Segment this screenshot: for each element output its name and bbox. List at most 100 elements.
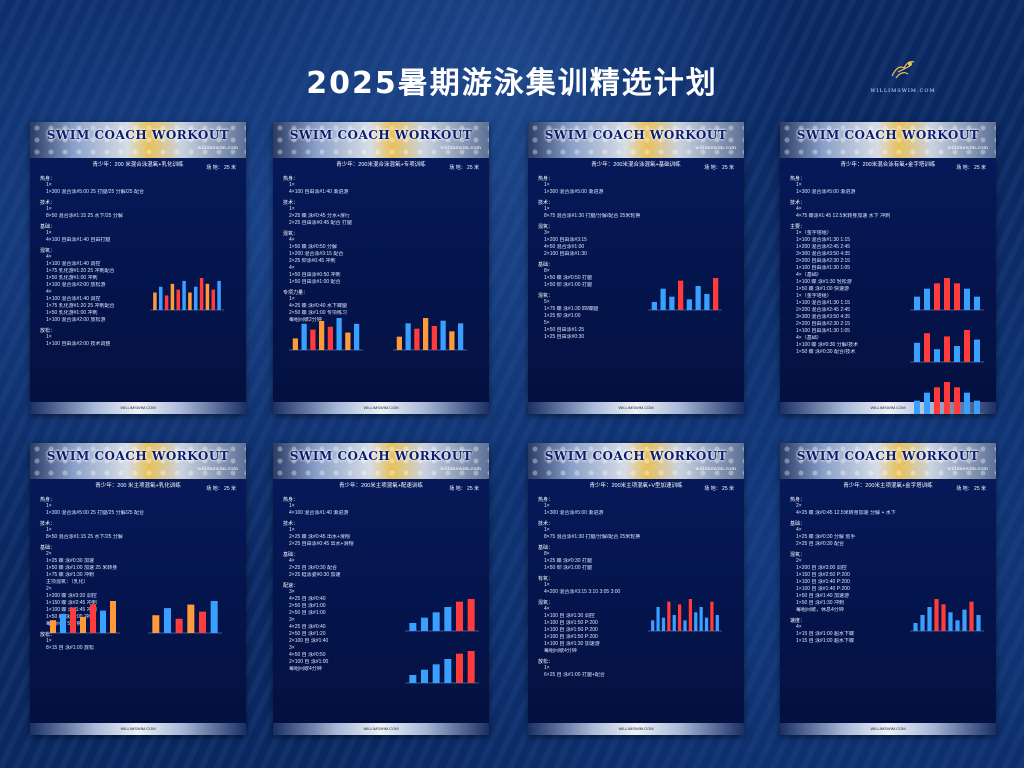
section-heading: 技术：: [538, 200, 554, 206]
workout-line: 1×100 自由泳#2:00 技术调整: [46, 341, 111, 347]
banner-title: SWIM COACH WORKOUT: [544, 449, 728, 463]
workout-line: 1×50 蝶 泳#1:00 加速 25 米转身: [46, 565, 118, 571]
card-banner: SWIM COACH WORKOUT willimswim.com: [780, 443, 996, 479]
brand-name: WILLIMSWIM.COM: [870, 88, 936, 94]
chart-bar: [409, 623, 417, 631]
chart-bar: [205, 283, 210, 310]
chart-bar: [467, 651, 475, 683]
section-heading: 基础：: [40, 545, 56, 551]
chart-bar: [217, 280, 221, 310]
workout-line: 4×: [289, 558, 295, 564]
chart-bar: [432, 664, 440, 683]
section-heading: 基础：: [538, 262, 554, 268]
chart-bar: [345, 332, 351, 350]
banner-title: SWIM COACH WORKOUT: [289, 449, 473, 463]
section-heading: 混氧：: [283, 231, 299, 237]
workout-line: 2×100 自由泳#1:30: [544, 251, 587, 257]
workout-line: 5×: [544, 320, 550, 326]
workout-card[interactable]: SWIM COACH WORKOUT willimswim.com 青少年：200 …: [30, 122, 246, 414]
section-heading: 主要：: [790, 224, 806, 230]
card-footer: WILLIMSWIM.COM: [528, 723, 744, 735]
chart-bar: [944, 382, 950, 414]
footer-site: WILLIMSWIM.COM: [120, 726, 156, 731]
mini-bar-chart: [287, 312, 365, 352]
banner-title: SWIM COACH WORKOUT: [544, 128, 728, 142]
card-footer: WILLIMSWIM.COM: [30, 723, 246, 735]
card-content: 青少年：200 米混合泳混氧+乳化训练场 地： 25 米热身： 1× 1×300 混…: [40, 160, 236, 348]
chart-bar: [672, 615, 676, 631]
card-subtitle: 青少年：200米混合泳有氧+金字塔训练: [840, 162, 936, 168]
chart-bar: [964, 392, 970, 414]
footer-site: WILLIMSWIM.COM: [870, 405, 906, 410]
chart-bar: [444, 607, 452, 631]
banner-site: willimswim.com: [695, 466, 736, 472]
banner-site: willimswim.com: [197, 466, 238, 472]
chart-bar: [686, 299, 692, 310]
workout-card[interactable]: SWIM COACH WORKOUT willimswim.com 青少年：200米…: [528, 122, 744, 414]
workout-line: 1×: [46, 182, 52, 188]
chart-bar: [444, 659, 452, 683]
mini-bar-chart: [148, 272, 226, 312]
chart-bar: [941, 604, 946, 631]
workout-line: 2×25 蝶 泳#0:45 分水+滑行: [289, 213, 350, 219]
card-footer: WILLIMSWIM.COM: [780, 402, 996, 414]
workout-line: 主项混氧：（乳化）: [46, 579, 89, 585]
workout-line: 1×: [544, 182, 550, 188]
workout-line: 2×25 仰泳#0:45 冲刺: [289, 258, 336, 264]
chart-bar: [914, 342, 920, 362]
workout-line: 2×25 自由泳#0:45 配合 打腿: [289, 220, 352, 226]
chart-bar: [934, 599, 939, 631]
workout-line: 4×: [796, 527, 802, 533]
card-venue: 场 地： 25 米: [704, 165, 734, 171]
workout-card[interactable]: SWIM COACH WORKOUT willimswim.com 青少年：200米…: [273, 443, 489, 735]
card-subtitle: 青少年：200米主项混氧+配速训练: [339, 483, 423, 489]
section-heading: 技术：: [40, 200, 56, 206]
chart-bar: [924, 392, 930, 414]
chart-bar: [405, 323, 411, 350]
mini-bar-chart: [391, 312, 469, 352]
card-banner: SWIM COACH WORKOUT willimswim.com: [273, 122, 489, 158]
workout-card[interactable]: SWIM COACH WORKOUT willimswim.com 青少年：200米…: [528, 443, 744, 735]
card-content: 青少年：200米主项混氧+金字塔训练场 地： 25 米热身： 2× 4×25 蝶 泳…: [790, 481, 986, 645]
chart-bar: [934, 283, 940, 310]
chart-bar: [431, 326, 437, 350]
mini-bar-chart: [403, 645, 481, 685]
workout-line: 4×100 自由泳#1:40 自由打腿: [46, 237, 111, 243]
workout-line: 1×100 自 泳#1:30 加速游: [544, 641, 600, 647]
workout-line: 1×25 蝶 泳#0:30 打腿: [544, 558, 592, 564]
workout-line: 每组间歇4分钟: [544, 648, 577, 654]
chart-bar: [100, 610, 106, 633]
footer-site: WILLIMSWIM.COM: [120, 405, 156, 410]
card-content: 青少年：200米混合泳有氧+金字塔训练场 地： 25 米热身： 1× 1×300 混…: [790, 160, 986, 356]
card-content: 青少年：200米主项混氧+配速训练场 地： 25 米热身： 1× 4×100 混合泳…: [283, 481, 479, 673]
workout-card[interactable]: SWIM COACH WORKOUT willimswim.com 青少年：200米…: [780, 443, 996, 735]
workout-line: 1×: [544, 665, 550, 671]
chart-bar: [164, 295, 169, 310]
workout-line: 1×: [46, 230, 52, 236]
chart-bar: [310, 329, 316, 350]
chart-bar: [920, 615, 925, 631]
workout-line: 8×15 自 泳#1:00 放松: [46, 645, 94, 651]
card-footer: WILLIMSWIM.COM: [780, 723, 996, 735]
card-footer: WILLIMSWIM.COM: [528, 402, 744, 414]
footer-site: WILLIMSWIM.COM: [363, 726, 399, 731]
workout-line: 2×25 蝶 泳#0:45 出水+滑翔: [289, 534, 350, 540]
section-heading: 混氧：: [538, 224, 554, 230]
card-content: 青少年：200米主项混氧+V型加速训练场 地： 25 米热身： 1× 1×300 混…: [538, 481, 734, 679]
section-heading: 放松：: [40, 328, 56, 334]
workout-card[interactable]: SWIM COACH WORKOUT willimswim.com 青少年：200米…: [780, 122, 996, 414]
section-heading: 热身：: [283, 176, 299, 182]
chart-bar: [661, 617, 666, 631]
chart-bar: [301, 323, 307, 350]
workout-line: 1×300 混合泳#5:00 渐进游: [544, 189, 604, 195]
chart-bar: [964, 330, 970, 362]
workout-card[interactable]: SWIM COACH WORKOUT willimswim.com 青少年：200米…: [273, 122, 489, 414]
footer-site: WILLIMSWIM.COM: [618, 726, 654, 731]
card-banner: SWIM COACH WORKOUT willimswim.com: [273, 443, 489, 479]
workout-card[interactable]: SWIM COACH WORKOUT willimswim.com 青少年：200 …: [30, 443, 246, 735]
swimmer-logo-icon: [891, 61, 915, 79]
banner-title: SWIM COACH WORKOUT: [796, 449, 980, 463]
section-heading: 热身：: [790, 176, 806, 182]
workout-line: 1×: [796, 182, 802, 188]
workout-line: 4×50 混合泳#1:00: [544, 244, 585, 250]
